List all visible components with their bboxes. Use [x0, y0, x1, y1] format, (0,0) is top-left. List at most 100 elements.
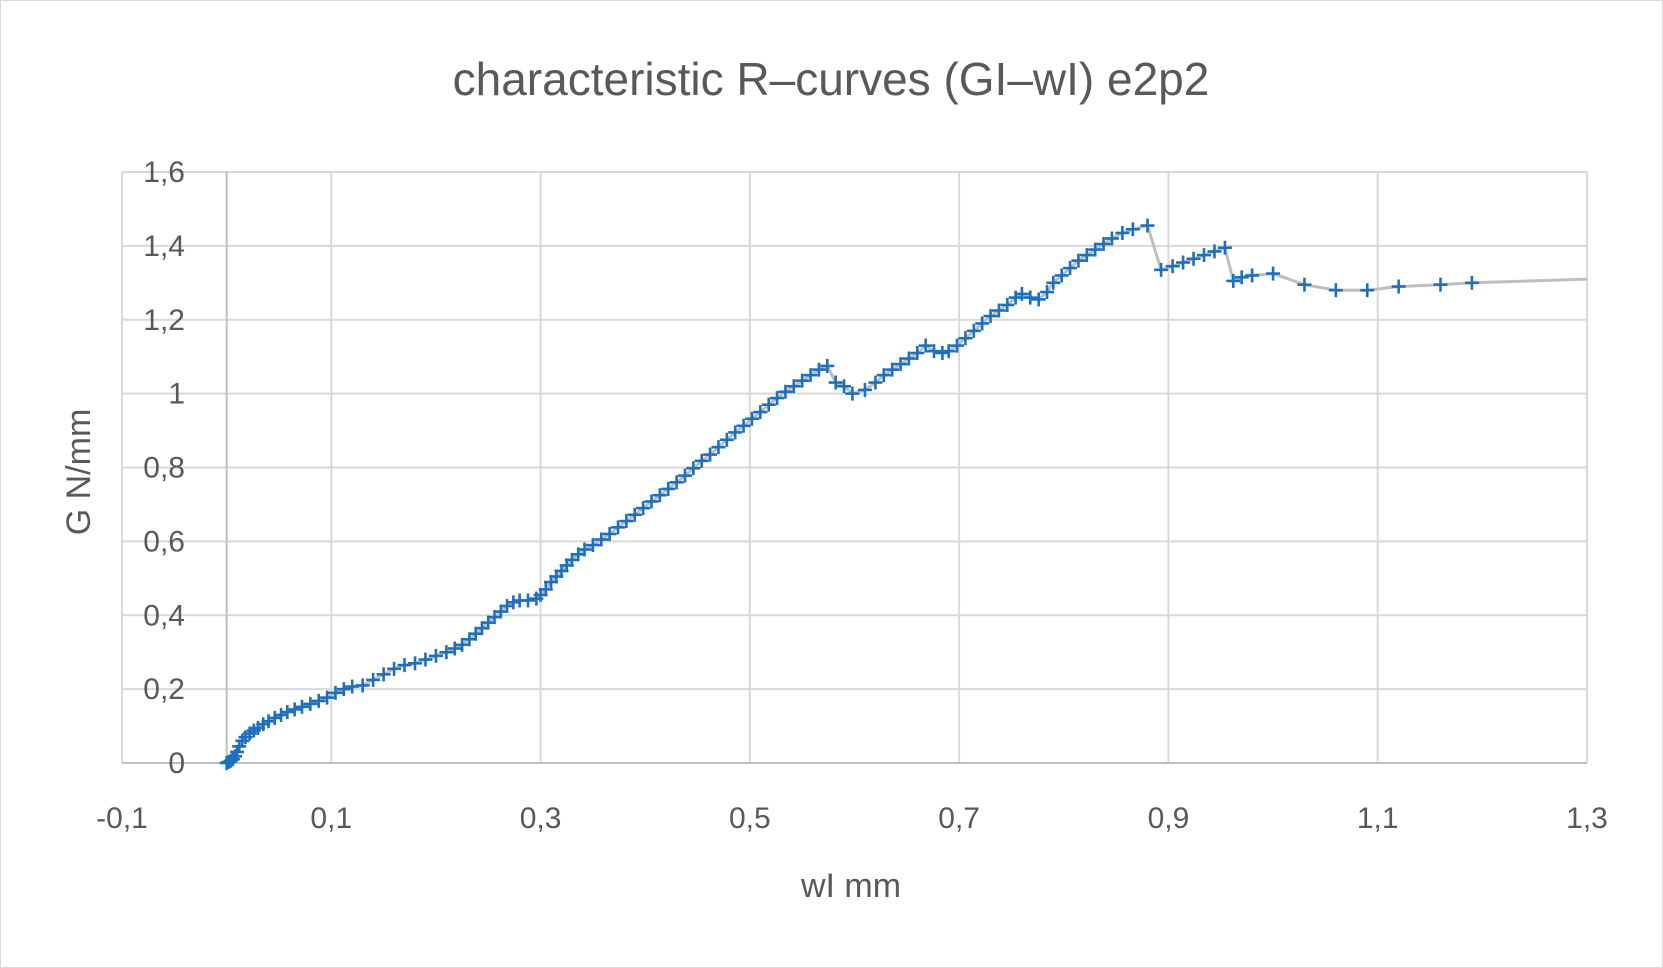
x-tick-label: 0,7 [938, 802, 980, 835]
data-point-marker [311, 693, 326, 708]
data-point-marker [669, 475, 684, 490]
data-point-marker [602, 526, 617, 541]
y-tick-label: 0,8 [143, 452, 185, 485]
data-point-marker [1071, 253, 1086, 268]
data-point-marker [991, 303, 1006, 318]
data-point-marker [868, 375, 883, 390]
data-point-marker [366, 672, 381, 687]
series-line [225, 224, 1588, 765]
data-point-marker [786, 379, 801, 394]
data-point-marker [935, 345, 950, 360]
data-point-marker [686, 461, 701, 476]
data-point-marker [355, 678, 370, 693]
data-point-marker [837, 379, 852, 394]
data-point-marker [1000, 297, 1015, 312]
data-point-marker [719, 432, 734, 447]
data-point-marker [1040, 285, 1055, 300]
data-point-marker [661, 481, 676, 496]
data-point-marker [744, 411, 759, 426]
y-tick-label: 0,2 [143, 673, 185, 706]
data-point-marker [1360, 283, 1375, 298]
y-axis-label: G N/mm [60, 409, 98, 536]
data-point-marker [1031, 292, 1046, 307]
data-point-marker [770, 391, 785, 406]
data-point-marker [636, 501, 651, 516]
data-point-marker [447, 641, 462, 656]
data-point-marker [811, 362, 826, 377]
data-point-marker [1391, 279, 1406, 294]
data-point-marker [455, 637, 470, 652]
data-point-marker [927, 344, 942, 359]
data-point-marker [845, 386, 860, 401]
data-point-marker [950, 338, 965, 353]
data-point-marker [1217, 240, 1232, 255]
data-point-marker [328, 685, 343, 700]
data-point-marker [294, 699, 309, 714]
data-point-marker [857, 382, 872, 397]
x-tick-label: 0,3 [520, 802, 562, 835]
x-axis-label: wI mm [800, 867, 901, 905]
data-point-marker [910, 345, 925, 360]
data-point-marker [418, 652, 433, 667]
y-tick-label: 0,6 [143, 525, 185, 558]
data-point-marker [893, 357, 908, 372]
data-point-marker [594, 532, 609, 547]
data-point-marker [941, 344, 956, 359]
x-tick-label: 0,9 [1148, 802, 1190, 835]
data-point-marker [795, 373, 810, 388]
series-markers [219, 218, 1479, 770]
data-point-marker [1226, 273, 1241, 288]
data-point-marker [761, 397, 776, 412]
data-point-marker [1125, 222, 1140, 237]
data-point-marker [280, 705, 295, 720]
data-point-marker [803, 368, 818, 383]
data-point-marker [1096, 237, 1111, 252]
y-tick-label: 1 [168, 378, 185, 411]
data-point-marker [736, 418, 751, 433]
data-point-marker [703, 447, 718, 462]
data-point-marker [652, 488, 667, 503]
data-point-marker [387, 661, 402, 676]
data-point-marker [577, 542, 592, 557]
data-point-marker [644, 494, 659, 509]
data-point-marker [267, 710, 282, 725]
data-point-marker [287, 702, 302, 717]
data-point-marker [611, 520, 626, 535]
data-point-marker [1165, 259, 1180, 274]
y-tick-label: 0,4 [143, 599, 185, 632]
data-point-marker [975, 316, 990, 331]
data-point-marker [820, 358, 835, 373]
data-point-marker [1088, 242, 1103, 257]
data-point-marker [677, 468, 692, 483]
data-point-marker [876, 368, 891, 383]
data-point-marker [1297, 277, 1312, 292]
y-tick-label: 1,6 [143, 156, 185, 189]
data-point-marker [1154, 262, 1169, 277]
data-point-marker [1433, 277, 1448, 292]
data-point-marker [397, 658, 412, 673]
data-point-marker [439, 645, 454, 660]
data-point-marker [958, 331, 973, 346]
data-point-marker [408, 656, 422, 671]
data-point-marker [1176, 255, 1191, 270]
data-point-marker [1186, 251, 1201, 266]
data-point-marker [885, 362, 900, 377]
data-point-marker [1054, 268, 1069, 283]
x-tick-label: 1,3 [1566, 802, 1608, 835]
data-point-marker [918, 338, 933, 353]
data-point-marker [320, 690, 335, 705]
data-point-marker [778, 384, 793, 399]
x-tick-label: -0,1 [96, 802, 148, 835]
data-point-marker [1207, 244, 1222, 259]
y-axis-ticks: 0 0,2 0,4 0,6 0,8 1 1,2 1,4 1,6 [143, 156, 185, 780]
data-point-marker [711, 440, 726, 455]
data-point-marker [376, 667, 391, 682]
chart-title: characteristic R–curves (GI–wI) e2p2 [453, 53, 1210, 105]
data-point-marker [1115, 225, 1130, 240]
data-point-marker [428, 648, 443, 663]
y-tick-label: 1,4 [143, 230, 185, 263]
data-point-marker [828, 375, 843, 390]
data-point-marker [1197, 248, 1212, 263]
data-point-marker [1245, 268, 1260, 283]
